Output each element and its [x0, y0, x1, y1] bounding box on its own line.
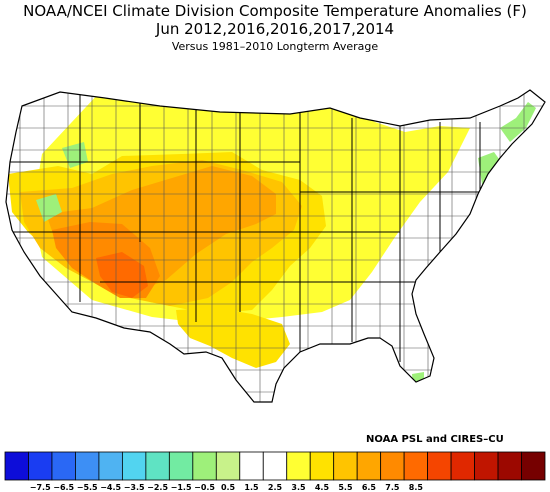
colorbar-swatch — [427, 451, 452, 481]
map-title: NOAA/NCEI Climate Division Composite Tem… — [23, 2, 527, 20]
colorbar-swatch — [497, 451, 522, 481]
map-subtitle-baseline: Versus 1981–2010 Longterm Average — [171, 40, 379, 53]
colorbar-tick-label: −1.5 — [171, 483, 192, 492]
colorbar-swatch — [356, 451, 382, 481]
colorbar-tick-label: −0.5 — [194, 483, 215, 492]
colorbar-swatch — [4, 451, 29, 481]
colorbar-swatch — [333, 451, 358, 481]
colorbar-swatch — [450, 451, 475, 481]
colorbar-swatch — [380, 451, 405, 481]
colorbar-swatch — [521, 451, 546, 481]
colorbar-swatch — [75, 451, 100, 481]
colorbar-tick-label: −3.5 — [124, 483, 145, 492]
anomaly-region-green-mississippi — [322, 382, 340, 402]
colorbar-tick-label: 7.5 — [385, 483, 400, 492]
colorbar-swatch — [121, 451, 147, 481]
colorbar-tick-label: −7.5 — [30, 483, 51, 492]
colorbar: −7.5 −6.5 −5.5 −4.5 −3.5 −2.5 −1.5 −0.5 0.5 1.5 2.… — [4, 451, 546, 492]
us-outline — [5, 89, 546, 403]
anomaly-region-hot-core — [96, 252, 148, 298]
colorbar-tick-label: 2.5 — [268, 483, 283, 492]
colorbar-tick-label: 5.5 — [338, 483, 353, 492]
colorbar-swatch — [51, 451, 76, 481]
colorbar-tick-label: −6.5 — [53, 483, 74, 492]
anomaly-region-green-idaho — [36, 194, 62, 222]
colorbar-tick-label: −2.5 — [147, 483, 168, 492]
colorbar-tick-label: 3.5 — [291, 483, 306, 492]
credit-text: NOAA PSL and CIRES–CU — [366, 434, 504, 445]
anomaly-region-green-northeast — [500, 102, 536, 142]
anomaly-region-texas-yellow — [176, 308, 290, 368]
colorbar-swatch — [28, 451, 53, 481]
colorbar-tick-label: 8.5 — [409, 483, 424, 492]
colorbar-swatch — [474, 451, 499, 481]
anomaly-region-green-virginia — [448, 258, 502, 302]
us-climate-division-map — [5, 89, 546, 403]
anomaly-region-green-alabama — [412, 372, 424, 396]
colorbar-tick-label: 4.5 — [315, 483, 330, 492]
colorbar-swatch — [286, 451, 311, 481]
colorbar-swatch — [403, 451, 429, 481]
colorbar-swatch — [309, 451, 335, 481]
colorbar-tick-label: −5.5 — [77, 483, 98, 492]
colorbar-swatch — [168, 451, 194, 481]
colorbar-swatch — [192, 451, 217, 481]
colorbar-tick-label: 0.5 — [221, 483, 236, 492]
colorbar-tick-label: 6.5 — [362, 483, 377, 492]
colorbar-swatch — [215, 451, 241, 481]
colorbar-swatch — [98, 451, 123, 481]
colorbar-tick-label: −4.5 — [100, 483, 121, 492]
colorbar-tick-label: 1.5 — [244, 483, 259, 492]
colorbar-swatch — [145, 451, 170, 481]
colorbar-swatch — [239, 451, 264, 481]
map-subtitle-years: Jun 2012,2016,2016,2017,2014 — [155, 20, 395, 38]
colorbar-swatch — [262, 451, 288, 481]
